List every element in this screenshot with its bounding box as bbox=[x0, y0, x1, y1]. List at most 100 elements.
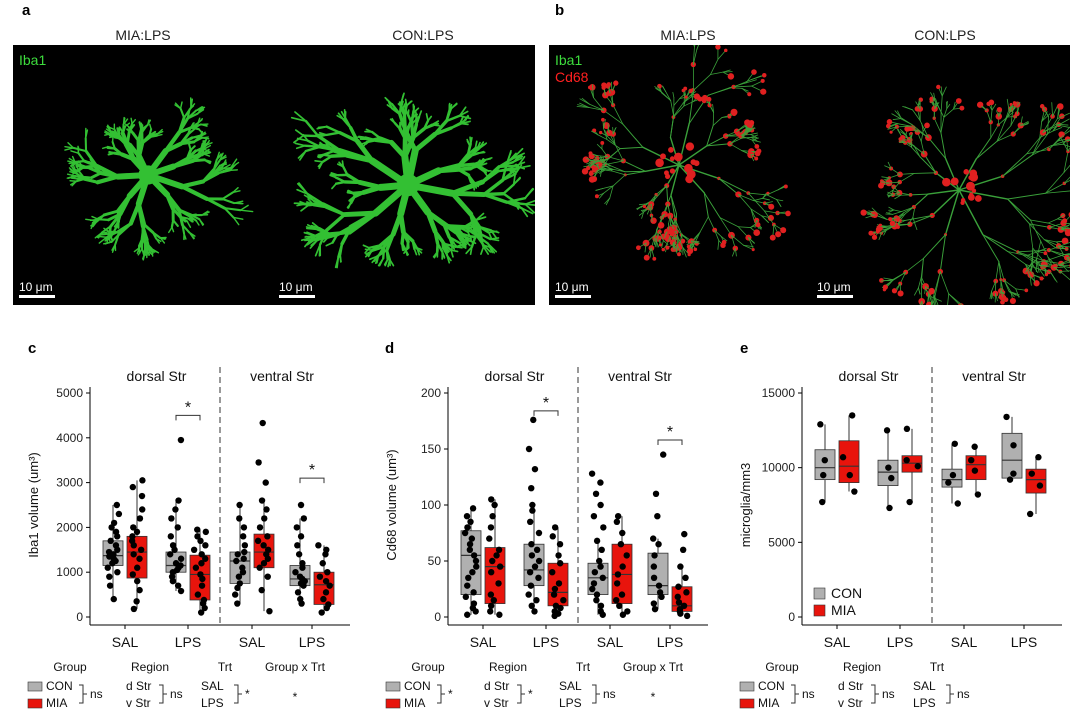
process-segment bbox=[646, 207, 651, 215]
data-point bbox=[299, 564, 306, 571]
process-segment bbox=[432, 119, 449, 137]
process-segment bbox=[622, 160, 646, 172]
data-point bbox=[234, 600, 241, 607]
panel-label-b: b bbox=[555, 2, 565, 19]
legend-label: MIA bbox=[831, 602, 857, 618]
process-segment bbox=[889, 123, 899, 128]
data-point bbox=[550, 591, 558, 598]
cd68-puncta bbox=[896, 225, 900, 229]
process-segment bbox=[442, 247, 447, 255]
process-segment bbox=[199, 135, 207, 140]
data-point bbox=[468, 535, 476, 542]
process-segment bbox=[383, 258, 389, 266]
y-tick-label: 50 bbox=[428, 554, 442, 568]
process-segment bbox=[644, 164, 680, 173]
cd68-puncta bbox=[950, 177, 959, 186]
data-point bbox=[531, 608, 538, 615]
process-segment bbox=[940, 95, 943, 113]
process-segment bbox=[68, 157, 76, 163]
y-tick-label: 200 bbox=[421, 386, 441, 400]
process-segment bbox=[748, 237, 756, 244]
data-point bbox=[139, 477, 146, 484]
process-segment bbox=[741, 128, 747, 139]
process-segment bbox=[232, 186, 239, 194]
data-point bbox=[259, 419, 266, 427]
data-point bbox=[136, 555, 143, 562]
process-segment bbox=[593, 97, 605, 111]
process-segment bbox=[384, 96, 394, 106]
process-segment bbox=[472, 181, 476, 191]
data-point bbox=[466, 541, 474, 548]
data-point bbox=[903, 425, 911, 433]
process-segment bbox=[84, 129, 89, 139]
data-point bbox=[487, 524, 495, 531]
data-point bbox=[464, 582, 471, 589]
process-segment bbox=[1057, 124, 1071, 128]
process-segment bbox=[304, 119, 320, 138]
process-segment bbox=[878, 232, 882, 241]
process-segment bbox=[512, 157, 523, 164]
process-segment bbox=[601, 148, 608, 158]
process-segment bbox=[904, 136, 910, 141]
process-segment bbox=[64, 147, 75, 151]
data-point bbox=[683, 612, 691, 620]
data-point bbox=[551, 524, 559, 531]
process-segment bbox=[1062, 143, 1073, 148]
process-segment bbox=[487, 242, 494, 254]
process-segment bbox=[127, 142, 142, 159]
process-segment bbox=[497, 160, 515, 169]
stats-header: Group bbox=[765, 660, 799, 674]
process-segment bbox=[692, 49, 698, 65]
data-point bbox=[465, 574, 472, 581]
process-segment bbox=[432, 120, 440, 126]
process-segment bbox=[655, 231, 660, 242]
process-segment bbox=[676, 235, 684, 248]
process-segment bbox=[390, 107, 402, 116]
process-segment bbox=[607, 148, 621, 160]
process-segment bbox=[422, 123, 435, 130]
process-segment bbox=[996, 122, 1005, 142]
stats-level: SAL bbox=[913, 679, 936, 693]
process-segment bbox=[931, 189, 960, 217]
data-point bbox=[241, 548, 248, 556]
data-point bbox=[528, 541, 535, 548]
data-point bbox=[194, 533, 201, 540]
stats-bracket bbox=[946, 684, 954, 704]
process-segment bbox=[478, 225, 493, 232]
data-point bbox=[598, 546, 605, 553]
process-segment bbox=[673, 105, 685, 118]
region-label-dorsal: dorsal Str bbox=[839, 368, 899, 384]
process-segment bbox=[736, 126, 743, 132]
process-segment bbox=[502, 192, 516, 203]
process-segment bbox=[1002, 153, 1028, 177]
process-segment bbox=[776, 199, 784, 202]
data-point bbox=[264, 533, 271, 540]
data-point bbox=[593, 591, 601, 598]
process-segment bbox=[699, 216, 709, 233]
process-segment bbox=[352, 190, 366, 196]
process-segment bbox=[743, 244, 754, 248]
data-point bbox=[197, 609, 205, 616]
cd68-puncta bbox=[924, 122, 930, 129]
process-segment bbox=[342, 210, 379, 218]
process-segment bbox=[479, 158, 485, 166]
process-segment bbox=[624, 170, 646, 176]
process-segment bbox=[342, 165, 349, 177]
cd68-puncta bbox=[959, 105, 965, 111]
process-segment bbox=[385, 248, 391, 261]
stats-sig: ns bbox=[603, 687, 616, 701]
caption-a-mia: MIA:LPS bbox=[115, 27, 171, 43]
cd68-puncta bbox=[871, 234, 878, 240]
sig-star: * bbox=[667, 424, 673, 441]
process-segment bbox=[137, 128, 143, 143]
data-point bbox=[597, 602, 605, 609]
process-segment bbox=[924, 286, 927, 294]
data-point bbox=[820, 471, 827, 479]
process-segment bbox=[673, 98, 681, 106]
cd68-puncta bbox=[650, 217, 657, 224]
process-segment bbox=[919, 120, 929, 139]
process-segment bbox=[941, 86, 947, 97]
data-point bbox=[255, 459, 262, 466]
process-segment bbox=[186, 112, 199, 120]
data-point bbox=[112, 542, 120, 549]
